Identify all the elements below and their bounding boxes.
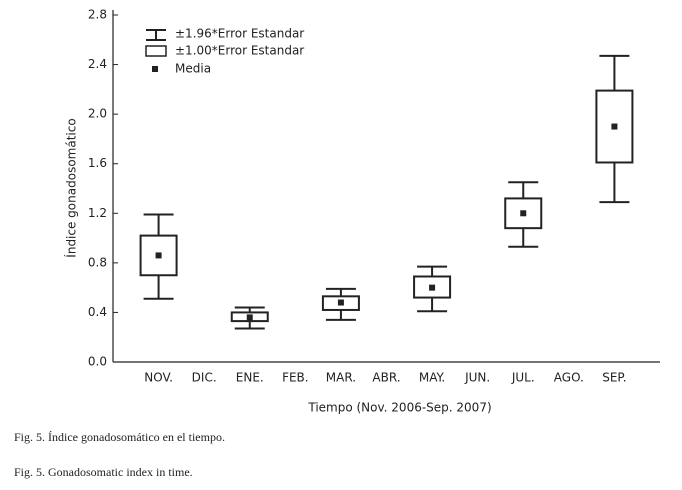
x-tick-label: DIC. bbox=[192, 371, 217, 385]
caption: Fig. 5. Gonadosomatic index in time. bbox=[14, 465, 193, 479]
caption: Fig. 5. Índice gonadosomático en el tiem… bbox=[14, 430, 225, 444]
x-tick-label: AGO. bbox=[554, 371, 584, 385]
x-tick-label: MAY. bbox=[419, 371, 445, 385]
y-axis-label: Índice gonadosomático bbox=[64, 118, 79, 257]
x-tick-label: JUN. bbox=[464, 371, 490, 385]
x-tick-label: FEB. bbox=[282, 371, 309, 385]
x-tick-label: MAR. bbox=[326, 371, 356, 385]
legend-label: ±1.96*Error Estandar bbox=[175, 27, 304, 41]
x-tick-label: ABR. bbox=[372, 371, 400, 385]
mean-marker bbox=[155, 252, 162, 259]
y-tick-label: 1.6 bbox=[88, 156, 107, 170]
x-tick-label: JUL. bbox=[511, 371, 535, 385]
mean-marker bbox=[611, 123, 618, 130]
mean-marker bbox=[337, 299, 344, 306]
legend-label: Media bbox=[175, 62, 211, 76]
mean-marker bbox=[429, 284, 436, 291]
y-tick-label: 2.8 bbox=[88, 8, 107, 22]
y-tick-label: 2.4 bbox=[88, 57, 107, 71]
x-tick-label: NOV. bbox=[144, 371, 173, 385]
y-tick-label: 0.8 bbox=[88, 255, 107, 269]
se-box bbox=[595, 89, 634, 164]
x-tick-label: ENE. bbox=[236, 371, 264, 385]
x-tick-label: SEP. bbox=[602, 371, 626, 385]
y-tick-label: 2.0 bbox=[88, 107, 107, 121]
legend: ±1.96*Error Estandar ±1.00*Error Estanda… bbox=[145, 27, 304, 76]
legend-icon bbox=[152, 66, 158, 72]
y-tick-label: 0.4 bbox=[88, 305, 107, 319]
y-tick-label: 0.0 bbox=[88, 355, 107, 369]
y-tick-label: 1.2 bbox=[88, 206, 107, 220]
mean-marker bbox=[246, 314, 253, 321]
mean-marker bbox=[520, 210, 527, 217]
legend-label: ±1.00*Error Estandar bbox=[175, 44, 304, 58]
x-axis-label: Tiempo (Nov. 2006-Sep. 2007) bbox=[307, 401, 491, 415]
legend-icon bbox=[145, 45, 167, 57]
se-box bbox=[504, 197, 543, 230]
